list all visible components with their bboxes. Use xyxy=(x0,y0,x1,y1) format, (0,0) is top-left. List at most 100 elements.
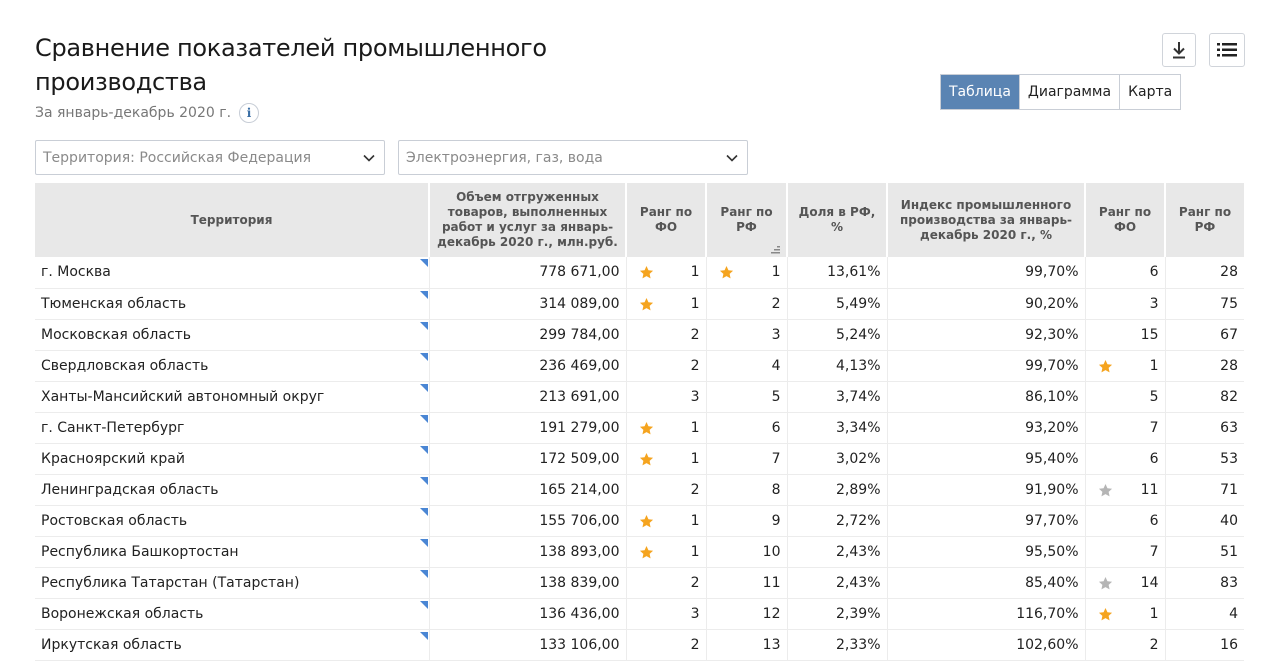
industry-select[interactable]: Электроэнергия, газ, вода xyxy=(398,140,748,175)
index-rank-fo-cell: 11 xyxy=(1085,474,1166,506)
territory-cell[interactable]: Тюменская область xyxy=(35,288,430,320)
index-rank-fo-value: 11 xyxy=(1140,481,1159,498)
index-rank-fo-value: 6 xyxy=(1149,450,1159,467)
table-row[interactable]: Республика Башкортостан 138 893,00 1 10 2,43… xyxy=(35,536,1244,568)
index-rank-fo-value: 5 xyxy=(1149,388,1159,405)
table-row[interactable]: Ростовская область 155 706,00 1 9 2,72% 97,70… xyxy=(35,505,1244,537)
download-button[interactable] xyxy=(1162,33,1196,67)
rank-fo-cell: 3 xyxy=(626,381,707,413)
index-cell: 93,20% xyxy=(887,412,1086,444)
table-row[interactable]: Ленинградская область 165 214,00 2 8 2,89% 91… xyxy=(35,474,1244,506)
rank-rf-value: 4 xyxy=(771,357,781,374)
gold-star-icon xyxy=(639,545,653,558)
rank-rf-cell: 7 xyxy=(706,443,788,475)
territory-cell[interactable]: Иркутская область xyxy=(35,629,430,661)
rank-rf-cell: 9 xyxy=(706,505,788,537)
col-header-index-rank-rf[interactable]: Ранг по РФ xyxy=(1165,183,1244,257)
corner-marker xyxy=(419,631,428,640)
territory-name: Красноярский край xyxy=(41,450,185,467)
territory-name: Московская область xyxy=(41,326,192,343)
corner-marker xyxy=(419,445,428,454)
index-rank-fo-cell: 1 xyxy=(1085,350,1166,382)
index-rank-fo-cell: 7 xyxy=(1085,536,1166,568)
rank-fo-cell: 3 xyxy=(626,598,707,630)
territory-cell[interactable]: Республика Башкортостан xyxy=(35,536,430,568)
volume-cell: 299 784,00 xyxy=(429,319,627,351)
table-row[interactable]: Тюменская область 314 089,00 1 2 5,49% 90,20%… xyxy=(35,288,1244,320)
col-header-share[interactable]: Доля в РФ, % xyxy=(787,183,888,257)
index-rank-fo-value: 7 xyxy=(1149,419,1159,436)
rank-fo-value: 2 xyxy=(690,326,700,343)
share-cell: 5,24% xyxy=(787,319,888,351)
territory-cell[interactable]: Свердловская область xyxy=(35,350,430,382)
col-header-index[interactable]: Индекс промышленного производства за янв… xyxy=(887,183,1086,257)
territory-name: г. Москва xyxy=(41,264,111,281)
rank-fo-value: 1 xyxy=(690,419,700,436)
gray-star-icon xyxy=(1098,483,1112,496)
territory-cell[interactable]: Ханты-Мансийский автономный округ xyxy=(35,381,430,413)
table-row[interactable]: г. Санкт-Петербург 191 279,00 1 6 3,34% 93,20… xyxy=(35,412,1244,444)
volume-cell: 138 893,00 xyxy=(429,536,627,568)
table-row[interactable]: Красноярский край 172 509,00 1 7 3,02% 95,40%… xyxy=(35,443,1244,475)
corner-marker xyxy=(419,507,428,516)
rank-rf-value: 10 xyxy=(762,543,781,560)
rank-rf-cell: 11 xyxy=(706,567,788,599)
index-rank-fo-value: 6 xyxy=(1149,512,1159,529)
rank-rf-value: 2 xyxy=(771,295,781,312)
rank-fo-value: 1 xyxy=(690,543,700,560)
index-rank-rf-cell: 4 xyxy=(1165,598,1244,630)
territory-cell[interactable]: Воронежская область xyxy=(35,598,430,630)
period-row: За январь-декабрь 2020 г. i xyxy=(35,103,260,123)
territory-cell[interactable]: г. Москва xyxy=(35,257,430,289)
table-row[interactable]: г. Москва 778 671,00 1 1 13,61% 99,70% 6 28 xyxy=(35,257,1244,289)
list-menu-icon xyxy=(1217,43,1237,57)
rank-rf-cell: 3 xyxy=(706,319,788,351)
tab-table[interactable]: Таблица xyxy=(941,75,1019,109)
col-header-rank-fo[interactable]: Ранг по ФО xyxy=(626,183,707,257)
territory-select[interactable]: Территория: Российская Федерация xyxy=(35,140,385,175)
menu-button[interactable] xyxy=(1209,33,1245,67)
col-header-rank-rf[interactable]: Ранг по РФ xyxy=(706,183,788,257)
industry-select-value: Электроэнергия, газ, вода xyxy=(406,149,603,166)
territory-cell[interactable]: Красноярский край xyxy=(35,443,430,475)
table-row[interactable]: Иркутская область 133 106,00 2 13 2,33% 102,6… xyxy=(35,629,1244,661)
table-row[interactable]: Свердловская область 236 469,00 2 4 4,13% 99,… xyxy=(35,350,1244,382)
rank-fo-value: 1 xyxy=(690,512,700,529)
territory-cell[interactable]: Ростовская область xyxy=(35,505,430,537)
rank-rf-cell: 10 xyxy=(706,536,788,568)
rank-rf-cell: 5 xyxy=(706,381,788,413)
share-cell: 3,02% xyxy=(787,443,888,475)
sort-icon[interactable] xyxy=(771,246,780,254)
col-header-index-rank-fo[interactable]: Ранг по ФО xyxy=(1085,183,1166,257)
tab-chart[interactable]: Диаграмма xyxy=(1018,75,1120,109)
tab-map[interactable]: Карта xyxy=(1119,75,1181,109)
rank-rf-value: 9 xyxy=(771,512,781,529)
col-header-territory[interactable]: Территория xyxy=(35,183,430,257)
volume-cell: 314 089,00 xyxy=(429,288,627,320)
index-cell: 95,50% xyxy=(887,536,1086,568)
index-rank-fo-cell: 14 xyxy=(1085,567,1166,599)
table-row[interactable]: Московская область 299 784,00 2 3 5,24% 92,30… xyxy=(35,319,1244,351)
col-header-volume[interactable]: Объем отгруженных товаров, выполненных р… xyxy=(429,183,627,257)
index-cell: 86,10% xyxy=(887,381,1086,413)
territory-cell[interactable]: г. Санкт-Петербург xyxy=(35,412,430,444)
territory-cell[interactable]: Московская область xyxy=(35,319,430,351)
gold-star-icon xyxy=(639,421,653,434)
rank-rf-value: 8 xyxy=(771,481,781,498)
volume-cell: 213 691,00 xyxy=(429,381,627,413)
share-cell: 2,43% xyxy=(787,536,888,568)
rank-fo-cell: 1 xyxy=(626,536,707,568)
table-row[interactable]: Ханты-Мансийский автономный округ 213 691… xyxy=(35,381,1244,413)
table-row[interactable]: Республика Татарстан (Татарстан) 138 839,… xyxy=(35,567,1244,599)
rank-fo-value: 3 xyxy=(690,388,700,405)
info-icon[interactable]: i xyxy=(239,103,260,123)
corner-marker xyxy=(419,259,428,267)
view-switcher: Таблица Диаграмма Карта xyxy=(940,74,1182,110)
rank-fo-cell: 1 xyxy=(626,288,707,320)
table-row[interactable]: Воронежская область 136 436,00 3 12 2,39% 116… xyxy=(35,598,1244,630)
territory-cell[interactable]: Ленинградская область xyxy=(35,474,430,506)
index-rank-fo-cell: 1 xyxy=(1085,598,1166,630)
rank-fo-cell: 2 xyxy=(626,350,707,382)
territory-cell[interactable]: Республика Татарстан (Татарстан) xyxy=(35,567,430,599)
chevron-down-icon xyxy=(726,154,738,162)
